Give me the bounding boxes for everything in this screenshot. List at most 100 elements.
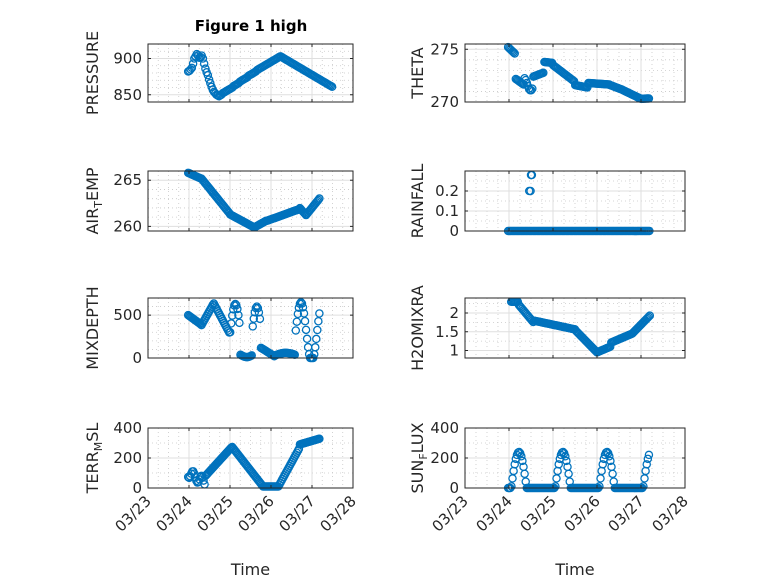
y-tick-label: 0 (449, 222, 459, 240)
data-point (313, 325, 322, 335)
y-tick-label: 1.5 (435, 323, 459, 341)
data-point (252, 302, 262, 311)
y-tick-label: 200 (430, 449, 459, 467)
figure-title: Figure 1 high (195, 17, 308, 35)
y-axis-label: PRESSURE (83, 31, 102, 115)
y-tick-label: 1 (449, 342, 459, 360)
data-point (562, 456, 571, 466)
data-point (528, 84, 537, 93)
marker-series (183, 434, 324, 491)
data-point (640, 474, 649, 483)
axes-box (147, 43, 354, 103)
y-tick-label: 275 (430, 40, 459, 58)
y-tick-label: 0 (449, 479, 459, 497)
y-tick-label: 0.1 (435, 202, 459, 220)
data-point (234, 310, 243, 320)
y-tick-label: 0 (132, 479, 142, 497)
data-point (226, 319, 236, 328)
subplot-pressure: 850 900 PRESSURE (83, 31, 354, 115)
y-tick-label: 260 (113, 217, 142, 235)
y-axis-label: TERRMSL (83, 423, 105, 495)
y-axis-label: H2OMIXRA (408, 285, 427, 371)
subplot-h2omixra: 11.52 H2OMIXRA (408, 285, 686, 371)
y-axis-label: MIXDEPTH (83, 286, 102, 369)
data-point (235, 318, 244, 328)
y-axis-label: AIRTEMP (83, 167, 105, 234)
data-point (509, 466, 518, 476)
data-point (526, 85, 536, 95)
data-point (514, 447, 524, 457)
data-point (595, 482, 604, 491)
subplot-mixdepth: 0 500 MIXDEPTH (83, 286, 354, 370)
x-tick-label: 03/25 (194, 492, 237, 535)
data-point (228, 311, 237, 320)
data-point (314, 195, 323, 205)
x-tick-label: 03/28 (649, 492, 692, 535)
data-point (302, 334, 312, 344)
data-point (642, 460, 651, 469)
x-axis-label: Time (230, 560, 270, 579)
data-point (312, 334, 321, 344)
y-tick-label: 270 (430, 93, 459, 111)
data-point (558, 447, 568, 457)
x-tick-label: 03/25 (517, 492, 560, 535)
data-point (605, 452, 614, 461)
data-point (561, 452, 570, 461)
x-tick-label: 03/28 (317, 492, 360, 535)
data-point (608, 469, 617, 479)
subplot-air-temp: 260 265 AIRTEMP (83, 167, 354, 235)
y-tick-label: 0 (132, 349, 142, 367)
y-tick-label: 900 (113, 50, 142, 68)
data-point (315, 309, 324, 318)
x-tick-label: 03/23 (429, 492, 472, 535)
data-point (509, 48, 518, 57)
data-point (225, 327, 235, 337)
data-point (315, 194, 324, 203)
y-tick-label: 200 (113, 449, 142, 467)
subplot-sun-flux: 0 200 400 03/23 03/24 03/25 03/26 03/27 03/28 Tim… (408, 419, 692, 579)
axes-box (147, 297, 354, 359)
data-point (313, 196, 322, 206)
x-axis-label: Time (554, 560, 594, 579)
data-point (199, 59, 209, 68)
data-point (255, 314, 265, 324)
y-tick-label: 850 (113, 86, 142, 104)
y-axis-label: THETA (408, 47, 427, 99)
data-point (510, 49, 519, 58)
x-tick-label: 03/24 (473, 492, 516, 535)
data-point (606, 456, 615, 466)
data-point (203, 70, 213, 80)
data-point (552, 474, 561, 483)
data-point (551, 482, 560, 491)
marker-series (503, 42, 654, 104)
data-point (187, 63, 197, 73)
data-point (327, 82, 337, 92)
data-point (526, 186, 535, 196)
x-tick-label: 03/27 (605, 492, 648, 535)
data-point (643, 313, 652, 323)
data-point (644, 450, 654, 460)
data-point (639, 482, 648, 491)
data-point (299, 309, 309, 318)
data-point (231, 299, 240, 309)
data-point (311, 343, 320, 352)
y-tick-label: 500 (113, 306, 142, 324)
y-axis-label: RAINFALL (408, 164, 427, 239)
data-point (188, 59, 198, 68)
marker-series (183, 168, 324, 232)
data-point (510, 460, 519, 469)
x-tick-label: 03/24 (153, 492, 196, 535)
x-tick-label: 03/23 (112, 492, 155, 535)
x-tick-label: 03/26 (561, 492, 604, 535)
y-tick-label: 400 (430, 419, 459, 437)
marker-series (506, 297, 655, 357)
data-point (508, 474, 517, 483)
data-point (524, 84, 534, 93)
subplot-rainfall: 0 0.1 0.2 RAINFALL (408, 164, 686, 240)
data-point (598, 460, 607, 469)
data-point (253, 303, 263, 313)
data-point (508, 47, 517, 56)
